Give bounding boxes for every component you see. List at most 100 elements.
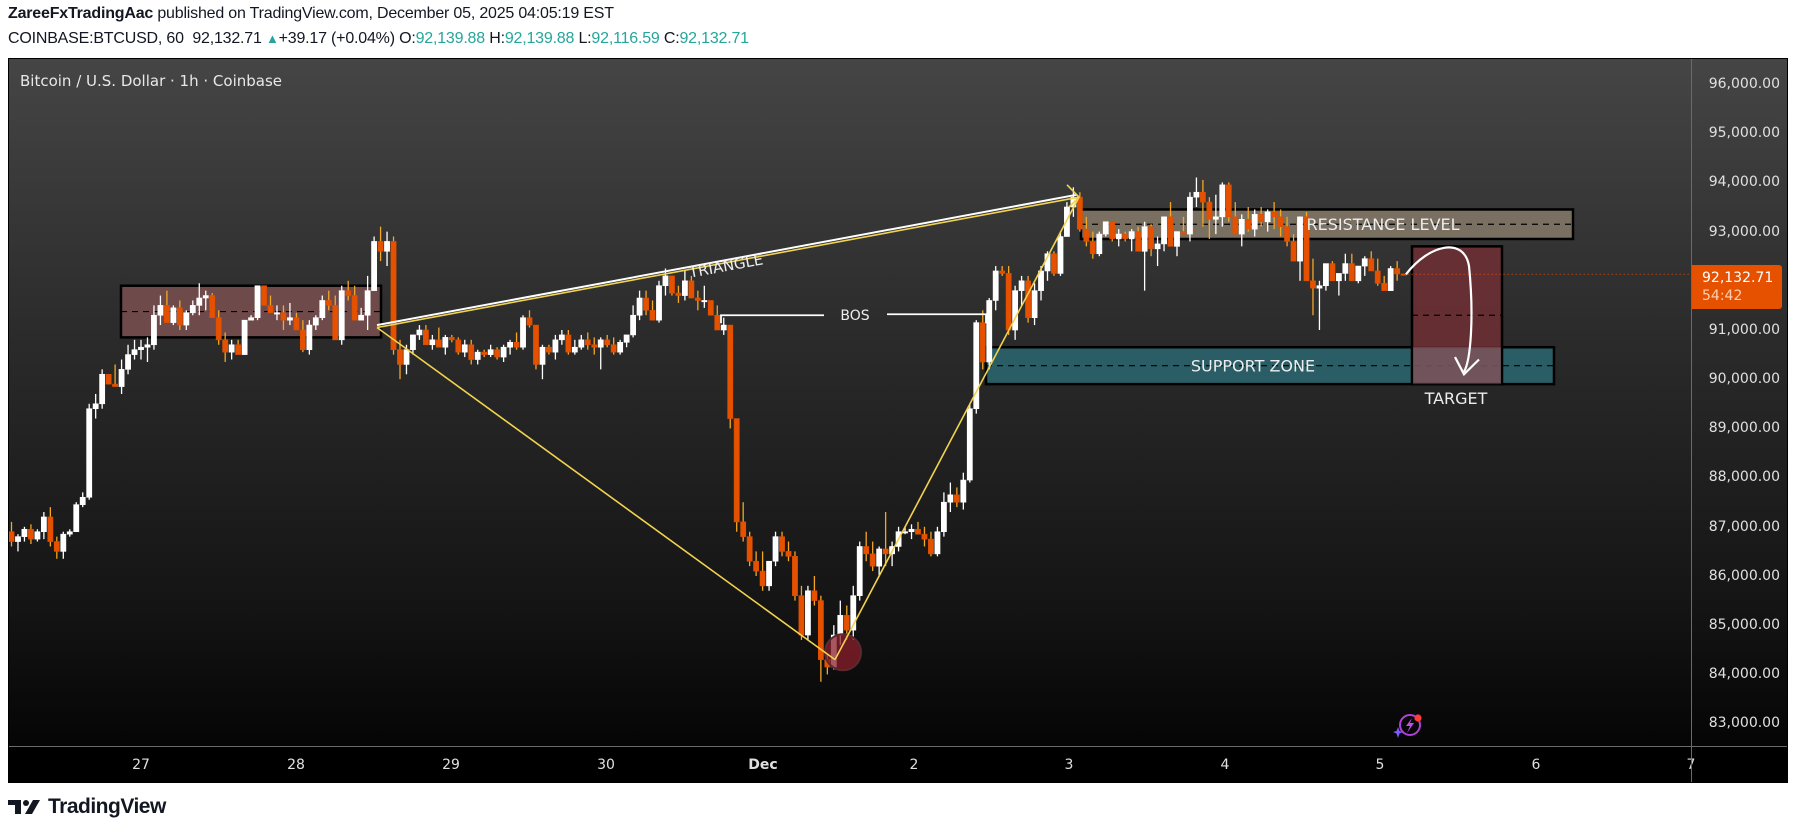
time-label: 2 [909,757,919,773]
candle-down [817,600,824,660]
candle-down [869,553,876,567]
tradingview-logo[interactable]: TradingView [8,795,166,819]
time-axis[interactable]: 27 28 29 30 Dec 2 3 4 5 6 7 [9,746,1787,782]
publisher-name[interactable]: ZareeFxTradingAac [8,5,154,22]
candle-up [1115,233,1122,240]
candlestick-chart[interactable]: TRIANGLE BOS RESISTANCE LEVEL SUPPORT ZONE T… [9,59,1691,746]
candle-up [1355,265,1362,282]
price-change: +39.17 (+0.04%) [278,30,395,47]
candle-down [293,317,300,331]
chart-plot-area[interactable]: TRIANGLE BOS RESISTANCE LEVEL SUPPORT ZONE T… [9,59,1691,746]
triangle-arrowhead [1066,184,1081,208]
candle-down [494,349,501,358]
candle-up [681,280,688,296]
candle-down [435,339,442,348]
candle-down [546,346,552,353]
triangle-upper-line [376,196,1080,329]
candle-down [759,570,766,587]
price-label: 88,000.00 [1708,469,1780,485]
candle-down [47,516,54,542]
candle-down [513,341,520,348]
candle-up [151,314,157,346]
candle-down [688,280,695,299]
candle-up [364,290,371,316]
candle-up [772,536,779,562]
candle-down [325,300,332,306]
candle-down [1076,196,1083,230]
candle-up [202,295,209,299]
candle-down [669,275,675,294]
price-label: 90,000.00 [1708,371,1780,387]
candle-up [1174,231,1180,247]
candle-up [856,546,863,596]
candle-down [746,536,753,562]
candle-up [287,317,293,321]
time-label: 30 [597,757,615,773]
time-label: Dec [748,757,778,773]
high-value: 92,139.88 [504,30,575,47]
candle-down [377,241,384,252]
price-label: 96,000.00 [1708,76,1780,92]
candle-up [947,494,954,503]
publish-info: ZareeFxTradingAac published on TradingVi… [8,5,614,23]
price-label: 86,000.00 [1708,568,1780,584]
candle-down [164,305,170,323]
candle-up [358,314,365,321]
candle-up [520,317,526,348]
candle-down [979,322,986,363]
time-label: 6 [1531,757,1541,773]
candle-down [261,285,267,306]
candle-down [28,528,34,540]
published-text: published on TradingView.com, December 0… [153,5,614,22]
candle-down [863,546,870,555]
candle-up [558,334,565,341]
candle-up [384,241,390,252]
candle-down [675,292,682,296]
candle-up [630,314,636,336]
candle-down [1348,263,1355,282]
support-label: SUPPORT ZONE [1191,357,1315,376]
ai-assistant-icon[interactable] [1389,709,1425,745]
candle-down [643,297,649,311]
candle-up [131,349,138,355]
candle-down [792,556,798,596]
price-axis[interactable]: 96,000.00 95,000.00 94,000.00 93,000.00 … [1691,59,1787,746]
candle-down [1109,221,1116,240]
candle-up [461,344,468,353]
price-label: 85,000.00 [1708,617,1780,633]
candle-down [584,339,591,346]
candle-down [390,241,397,350]
candle-down [1368,258,1375,272]
candle-up [21,528,28,537]
candle-up [617,341,624,353]
candle-up [429,339,436,346]
candle-down [999,270,1006,274]
candle-up [170,307,177,323]
candle-down [1394,268,1401,275]
target-label: TARGET [1424,389,1488,408]
candle-up [1361,258,1368,267]
candle-down [779,536,785,552]
candle-up [1102,221,1109,235]
time-label: 28 [287,757,305,773]
high-label: H: [489,30,505,47]
bos-line-right [887,313,987,324]
candle-down [1051,253,1057,274]
chart-frame: TRIANGLE BOS RESISTANCE LEVEL SUPPORT ZONE T… [8,58,1788,783]
candle-down [1303,216,1310,282]
candle-down [455,339,462,353]
candle-up [973,322,980,410]
candle-down [1245,219,1252,230]
candle-up [908,528,915,533]
candle-up [338,290,345,341]
candle-down [397,349,403,365]
close-label: C: [663,30,680,47]
open-label: O: [399,30,416,47]
candle-down [105,373,112,385]
candle-up [552,339,559,353]
candle-down [1329,263,1336,282]
candle-down [1284,226,1290,242]
candle-down [176,307,183,326]
candle-up [720,324,727,331]
swing-low-circle [824,633,862,672]
